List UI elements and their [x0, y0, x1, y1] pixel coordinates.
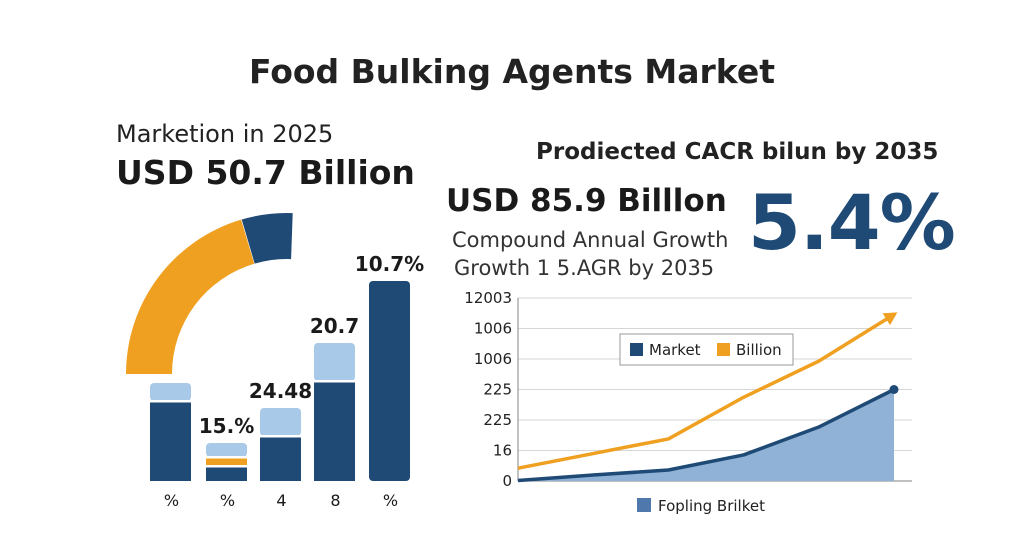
bar-0-base — [150, 401, 191, 481]
bar-category-label-0: % — [164, 491, 179, 510]
y-tick-label-5: 16 — [493, 442, 512, 460]
legend-label-billion: Billion — [736, 341, 782, 359]
legend-box — [619, 333, 794, 366]
bar-4-base — [369, 281, 410, 481]
bar-category-label-1: % — [220, 491, 235, 510]
market-end-point — [889, 385, 899, 394]
market-area — [518, 389, 894, 481]
bar-2-divider-0 — [260, 435, 301, 438]
bar-0-top — [150, 383, 191, 401]
chart-legend: Market Billion — [619, 333, 794, 366]
y-tick-label-4: 225 — [483, 411, 512, 429]
y-tick-label-2: 1006 — [474, 350, 512, 368]
legend-label-market: Market — [649, 341, 701, 359]
cagr-description-line1: Compound Annual Growth — [452, 228, 729, 252]
y-tick-label-0: 12003 — [464, 289, 512, 307]
bar-value-label-1: 15.% — [199, 414, 254, 438]
bar-1-divider-0 — [206, 465, 247, 468]
market-2025-value: USD 50.7 Billion — [116, 153, 415, 192]
bar-value-label-4: 10.7% — [355, 252, 424, 276]
page-title: Food Bulking Agents Market — [248, 52, 776, 91]
series-line-market — [517, 387, 895, 483]
projected-value: USD 85.9 Billlon — [446, 183, 727, 219]
bar-1-top — [206, 443, 247, 457]
cagr-value: 5.4% — [748, 178, 956, 267]
bar-category-label-4: % — [383, 491, 398, 510]
y-tick-label-1: 1006 — [474, 320, 512, 338]
cagr-description-line2: Growth 1 5.AGR by 2035 — [454, 256, 715, 280]
bottom-legend-swatch — [637, 498, 651, 512]
gauge-segment-1 — [241, 213, 293, 264]
bar-0-divider-0 — [150, 400, 191, 403]
gauge-segment-0 — [126, 219, 255, 374]
bar-value-label-3: 20.7 — [310, 314, 359, 338]
bar-1-base — [206, 466, 247, 481]
y-tick-label-3: 225 — [483, 381, 512, 399]
y-tick-label-6: 0 — [502, 472, 512, 490]
market-2025-label: Marketion in 2025 — [116, 120, 334, 148]
bottom-legend-label: Fopling Brilket — [658, 497, 765, 515]
series-line-billion — [517, 312, 895, 470]
bar-3-top — [314, 343, 355, 381]
bar-1-divider-1 — [206, 456, 247, 459]
bar-category-label-2: 4 — [276, 491, 286, 510]
bar-value-label-2: 24.48 — [249, 379, 312, 403]
bar-1-middle — [206, 457, 247, 466]
legend-swatch-market — [630, 343, 643, 356]
billion-arrowhead — [882, 312, 898, 326]
projected-label: Prodiected CACR bilun by 2035 — [536, 139, 939, 165]
bar-3-divider-0 — [314, 380, 355, 383]
bar-2-top — [260, 408, 301, 436]
bar-3-base — [314, 381, 355, 481]
bar-category-label-3: 8 — [330, 491, 340, 510]
bar-2-base — [260, 436, 301, 481]
legend-swatch-billion — [717, 343, 730, 356]
